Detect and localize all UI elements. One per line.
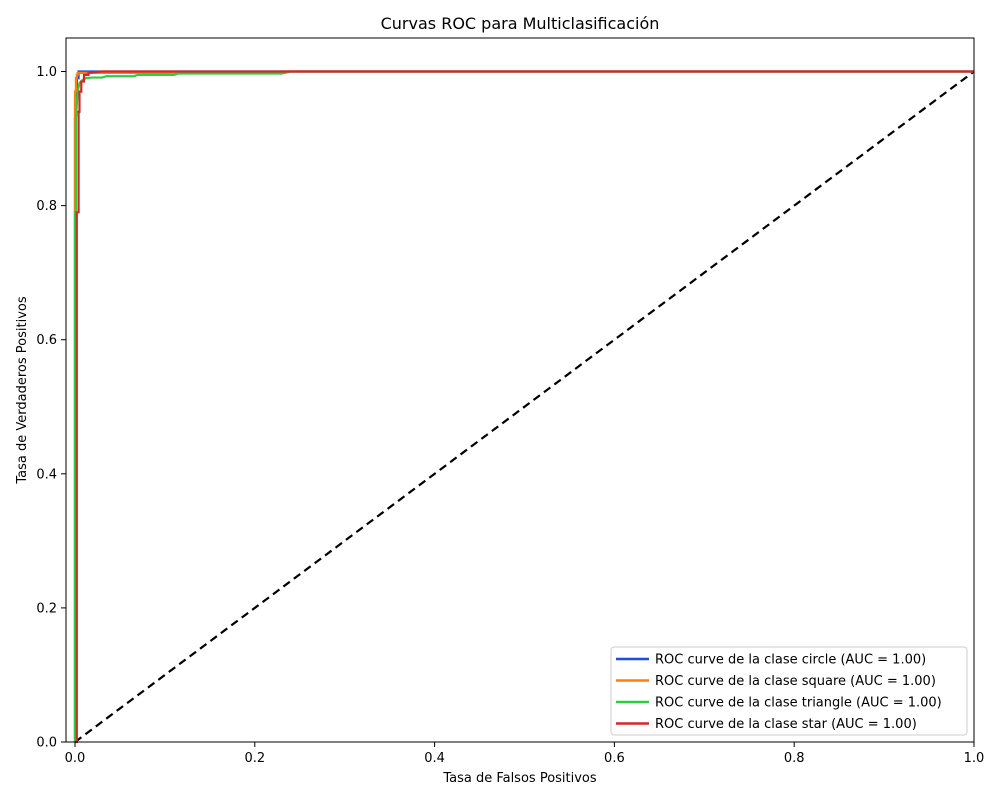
- x-tick-label: 0.2: [244, 751, 265, 766]
- x-tick-label: 0.8: [784, 751, 805, 766]
- plot-area: [73, 70, 975, 744]
- legend-label-2: ROC curve de la clase triangle (AUC = 1.…: [655, 696, 942, 711]
- y-tick-label: 0.8: [36, 199, 57, 214]
- reference-diagonal-line: [74, 70, 975, 743]
- x-tick-label: 0.0: [65, 751, 86, 766]
- x-axis-label: Tasa de Falsos Positivos: [442, 771, 597, 786]
- legend-label-3: ROC curve de la clase star (AUC = 1.00): [655, 717, 917, 732]
- y-tick-label: 0.6: [36, 333, 57, 348]
- y-tick-label: 1.0: [36, 65, 57, 80]
- legend-label-0: ROC curve de la clase circle (AUC = 1.00…: [655, 653, 926, 668]
- y-tick-label: 0.0: [36, 736, 57, 751]
- x-tick-label: 1.0: [964, 751, 985, 766]
- y-axis-label: Tasa de Verdaderos Positivos: [15, 296, 30, 484]
- x-tick-label: 0.6: [604, 751, 625, 766]
- series-line-2: [73, 70, 974, 742]
- y-tick-label: 0.2: [36, 601, 57, 616]
- x-tick-label: 0.4: [424, 751, 445, 766]
- x-axis: 0.0 0.2 0.4 0.6 0.8 1.0: [65, 742, 985, 766]
- y-tick-label: 0.4: [36, 467, 57, 482]
- chart-title: Curvas ROC para Multiclasificación: [381, 14, 660, 33]
- legend-label-1: ROC curve de la clase square (AUC = 1.00…: [655, 674, 936, 689]
- legend: ROC curve de la clase circle (AUC = 1.00…: [610, 646, 968, 736]
- series-line-3: [74, 70, 974, 744]
- y-axis: 0.0 0.2 0.4 0.6 0.8 1.0: [36, 65, 66, 751]
- plot-frame: [65, 37, 975, 743]
- legend-box: [610, 646, 968, 736]
